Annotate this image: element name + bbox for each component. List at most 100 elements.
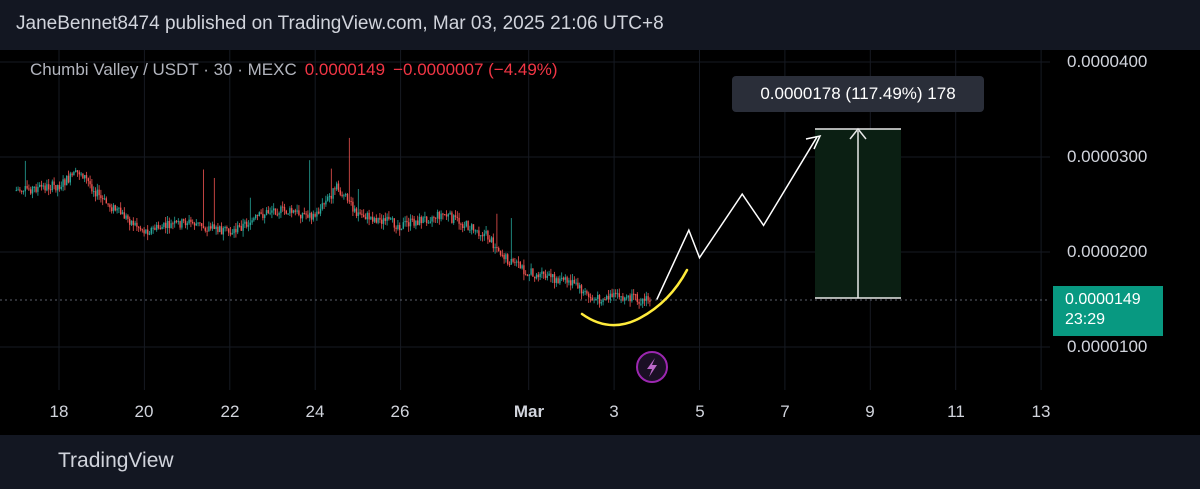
candle-body [145, 229, 147, 234]
y-tick-label: 0.0000200 [1067, 242, 1148, 261]
x-tick-label: 11 [947, 402, 965, 421]
candle-body [19, 189, 21, 191]
candle-body [550, 273, 552, 278]
candle-body [339, 190, 341, 195]
candle-body [256, 215, 259, 217]
candle-body [300, 214, 302, 219]
candle-body [595, 298, 597, 300]
candle-body [474, 230, 476, 232]
candle-body [624, 297, 626, 301]
candle-body [505, 254, 507, 260]
candle-body [291, 208, 293, 213]
candle-body [604, 299, 606, 301]
candle-body [17, 189, 19, 191]
candle-body [463, 226, 466, 228]
candle-body [525, 274, 527, 276]
candle-body [609, 293, 611, 300]
candle-body [130, 220, 133, 225]
candle-body [316, 211, 318, 217]
x-tick-label: 18 [49, 402, 69, 421]
candle-body [557, 278, 559, 284]
candle-body [321, 203, 323, 209]
candle-body [193, 223, 196, 226]
brand[interactable]: TradingView [16, 449, 174, 473]
candle-body [33, 186, 35, 188]
candle-body [649, 300, 651, 302]
lightning-icon[interactable] [636, 351, 668, 383]
candle-body [420, 216, 422, 224]
candle-body [283, 207, 286, 211]
candle-body [179, 221, 181, 228]
candle-body [384, 218, 386, 221]
candle-body [220, 226, 223, 235]
candle-body [640, 303, 642, 305]
candle-body [514, 261, 516, 263]
candle-body [449, 212, 451, 215]
candle-body [78, 172, 80, 175]
candle-body [489, 239, 491, 243]
candle-body [469, 229, 471, 231]
candle-body [125, 215, 127, 219]
candle-body [287, 213, 289, 215]
candle-body [579, 285, 581, 289]
candle-body [201, 223, 203, 226]
x-tick-label: 3 [609, 402, 619, 421]
candle-body [346, 194, 349, 201]
candle-body [28, 188, 30, 190]
candle-body [21, 190, 23, 192]
candle-body [634, 294, 637, 296]
candle-body [341, 194, 343, 197]
candle-body [332, 188, 334, 199]
candle-body [60, 186, 62, 189]
candle-body [633, 293, 635, 295]
candle-body [462, 224, 464, 228]
candle-body [546, 275, 548, 278]
candle-body [238, 225, 241, 227]
candle-body [570, 280, 572, 286]
candle-body [298, 210, 300, 215]
candle-body [418, 216, 421, 225]
candle-body [208, 226, 210, 231]
candle-body [35, 186, 37, 192]
current-price-tag: 0.0000149 23:29 [1053, 286, 1163, 336]
candle-body [424, 216, 426, 218]
candle-body [328, 195, 331, 197]
candle-body [91, 184, 93, 192]
candle-body [156, 224, 158, 230]
candle-body [188, 219, 190, 224]
candle-body [391, 218, 394, 220]
chart-area[interactable] [0, 50, 1200, 435]
candle-body [562, 277, 565, 280]
candle-body [42, 185, 44, 187]
candle-body [148, 233, 151, 235]
candle-body [240, 226, 242, 231]
candle-body [114, 205, 116, 211]
candle-body [357, 212, 359, 216]
candle-body [575, 282, 577, 284]
candle-body [363, 214, 365, 217]
candle-body [168, 220, 170, 229]
candle-body [231, 233, 233, 235]
candle-body [564, 277, 566, 280]
candle-body [366, 212, 368, 220]
candle-body [510, 258, 512, 265]
candle-body [523, 265, 525, 275]
candle-body [397, 225, 399, 229]
candle-body [458, 217, 460, 224]
candle-body [93, 191, 95, 193]
candle-body [451, 212, 453, 223]
candle-body [303, 213, 305, 215]
candle-body [400, 228, 403, 231]
candle-body [224, 226, 226, 229]
candle-body [75, 170, 77, 172]
candle-body [111, 207, 113, 212]
candle-body [620, 296, 622, 298]
candle-body [26, 186, 28, 189]
candle-body [289, 208, 291, 214]
candle-body [235, 228, 237, 233]
candle-body [553, 274, 556, 283]
candle-body [503, 254, 505, 260]
candle-body [359, 212, 361, 214]
candle-body [537, 274, 539, 278]
